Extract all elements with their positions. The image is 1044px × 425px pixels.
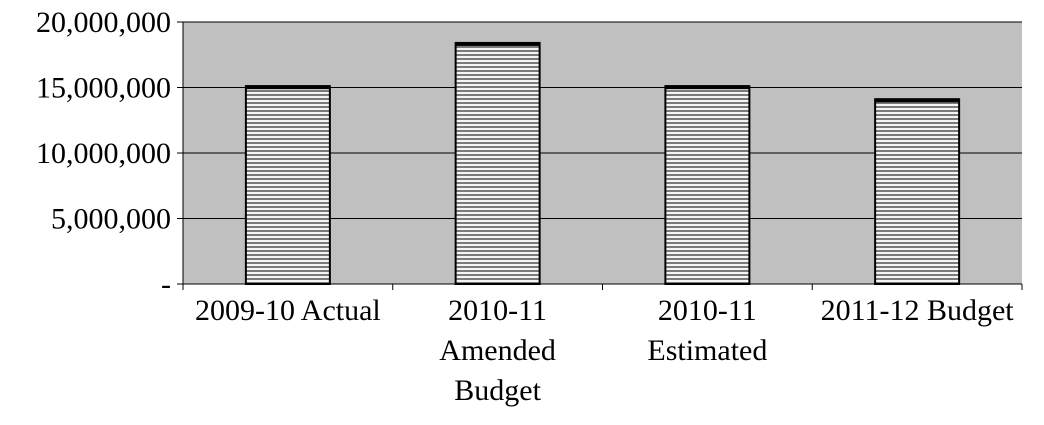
- y-tick-labels: - 5,000,000 10,000,000 15,000,000 20,000,000: [36, 6, 171, 301]
- bar: [874, 98, 961, 286]
- y-tick-label: 20,000,000: [36, 6, 171, 39]
- axes: [177, 21, 1023, 290]
- bar-top-edge: [245, 85, 330, 90]
- bar-body: [664, 85, 751, 285]
- x-category-label: 2009-10 Actual: [195, 294, 381, 327]
- bar-body: [874, 98, 961, 286]
- x-category-labels: 2009-10 Actual 2010-11 Amended Budget 2010-1…: [195, 294, 1014, 407]
- bar: [454, 41, 541, 285]
- bar-top-edge: [875, 98, 960, 103]
- bar-body: [244, 85, 331, 285]
- y-tick-label: 5,000,000: [51, 203, 171, 236]
- x-category-label: 2010-11 Estimated: [647, 294, 767, 367]
- x-category-label: 2011-12 Budget: [821, 294, 1015, 327]
- bars: [244, 41, 961, 286]
- x-category-label: 2010-11 Amended Budget: [439, 294, 556, 407]
- bar-top-edge: [455, 41, 540, 46]
- y-tick-label: -: [161, 268, 171, 301]
- y-tick-label: 10,000,000: [36, 137, 171, 170]
- bar-body: [454, 41, 541, 285]
- bar: [664, 85, 751, 285]
- bar: [244, 85, 331, 285]
- y-tick-label: 15,000,000: [36, 72, 171, 105]
- bar-top-edge: [665, 85, 750, 90]
